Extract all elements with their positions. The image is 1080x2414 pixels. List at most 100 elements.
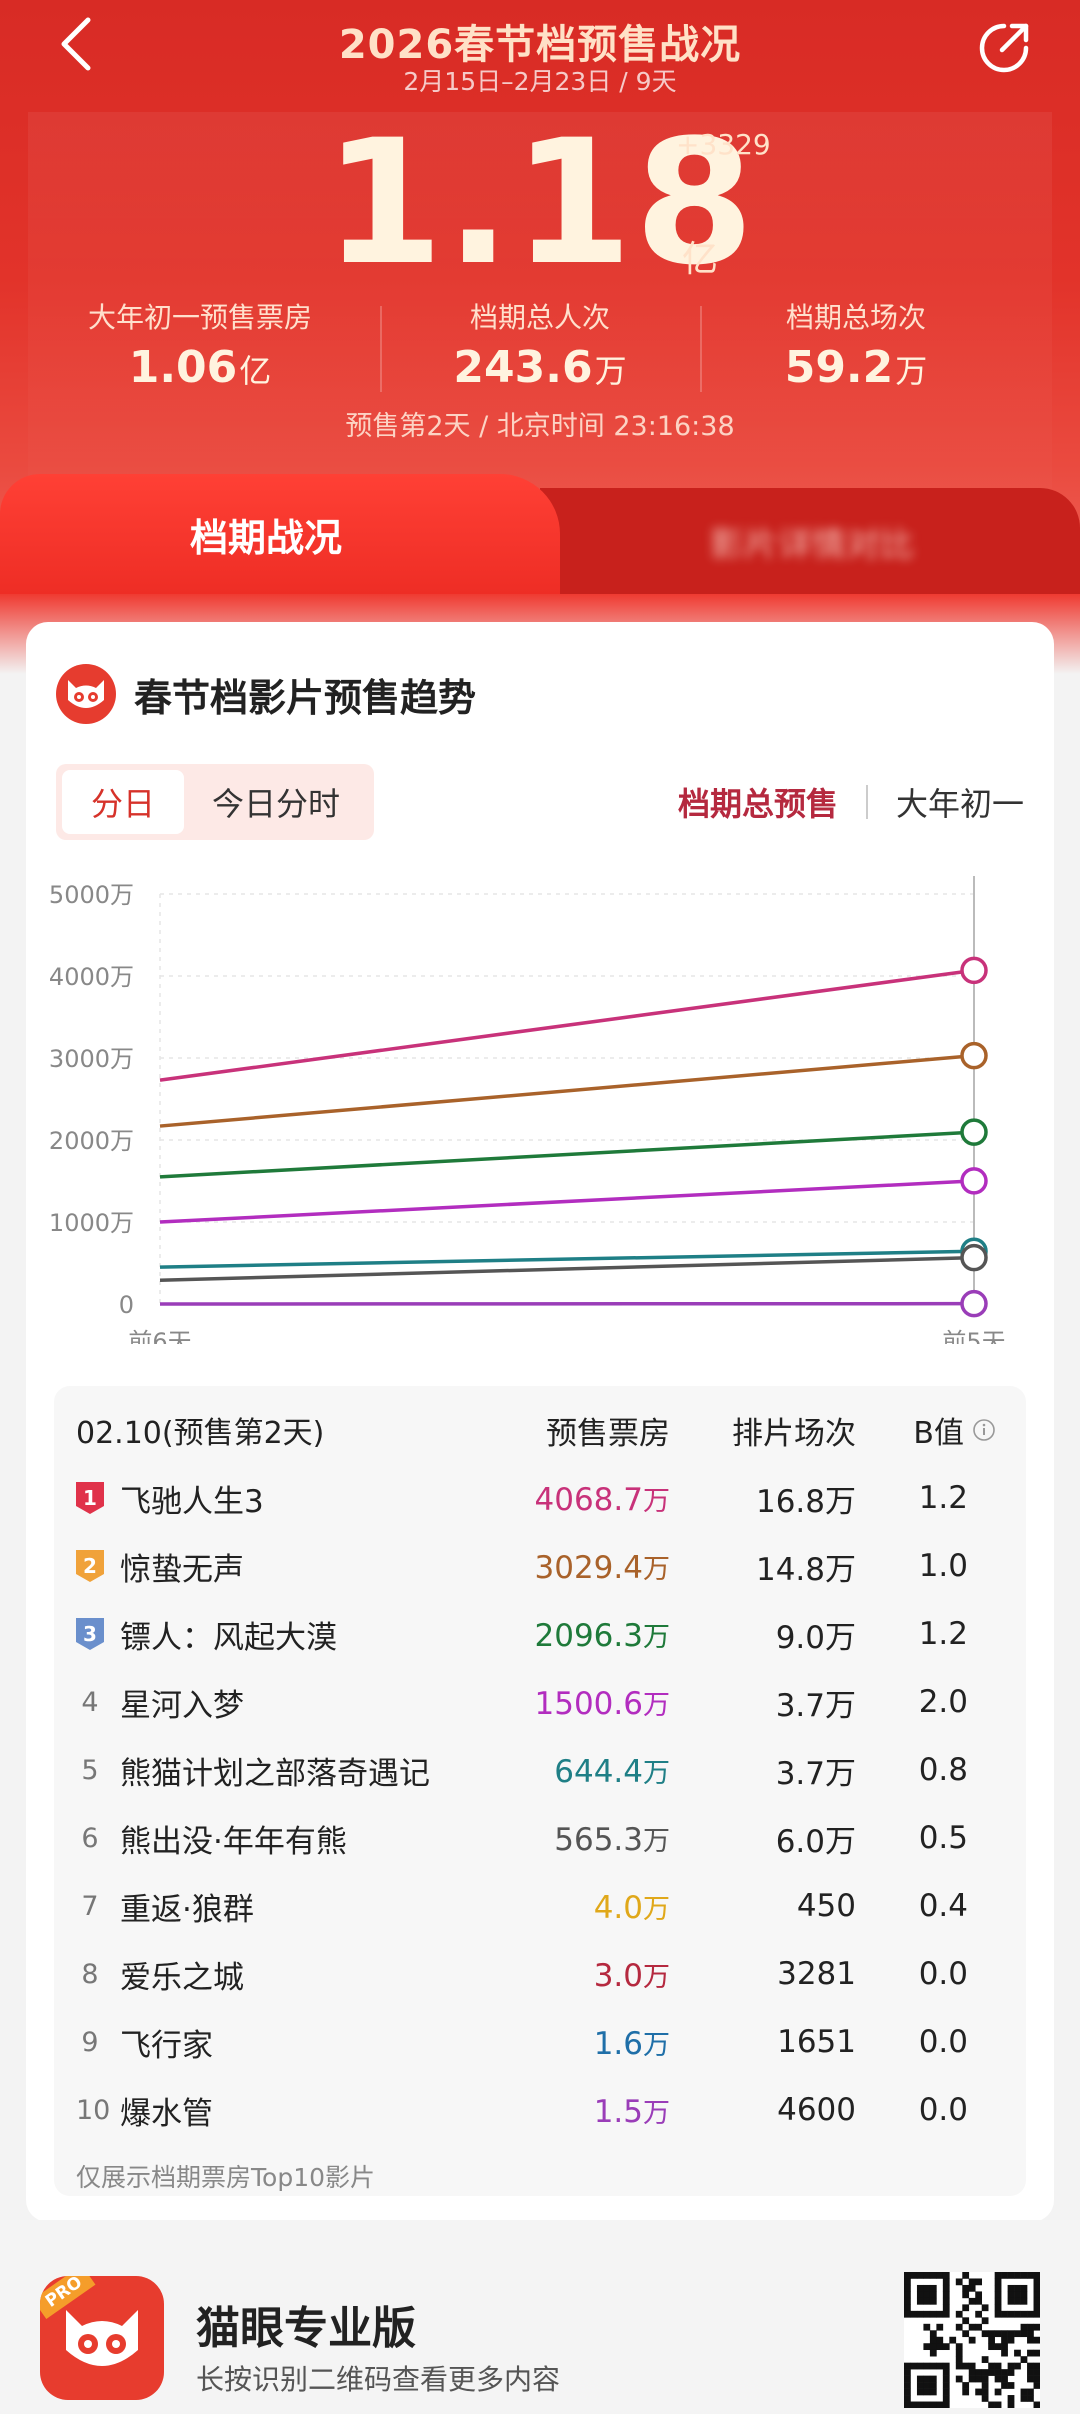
header-b-value[interactable]: B值 <box>913 1408 996 1452</box>
divider <box>700 306 702 392</box>
bottom-promo: PRO 猫眼专业版 长按识别二维码查看更多内容 <box>0 2220 1080 2414</box>
table-row[interactable]: 6 熊出没·年年有熊 565.3万 6.0万 0.5 <box>54 1804 1026 1872</box>
b-value: 0.0 <box>918 2024 968 2060</box>
info-icon <box>973 1419 995 1441</box>
presale-info: 预售第2天 / 北京时间 23:16:38 <box>345 411 735 442</box>
table-row[interactable]: 10 爆水管 1.5万 4600 0.0 <box>54 2076 1026 2144</box>
stat-value: 243.6万 <box>453 342 627 393</box>
stat-audience: 档期总人次 243.6万 <box>370 296 710 393</box>
film-name: 惊蛰无声 <box>120 1551 244 1588</box>
hero-header: 2026春节档预售战况 2月15日–2月23日 / 9天 1.18 +3329 … <box>0 0 1080 620</box>
film-name: 飞行家 <box>120 2027 213 2064</box>
series-line <box>159 1249 975 1269</box>
rank-badge: 2 <box>76 1550 104 1582</box>
presale-box: 1500.6万 <box>534 1685 670 1722</box>
table-row[interactable]: 2 惊蛰无声 3029.4万 14.8万 1.0 <box>54 1532 1026 1600</box>
b-value: 1.2 <box>918 1480 968 1516</box>
trend-chart: 5000万 4000万 3000万 2000万 1000万 0 前6天 前5天 <box>26 844 1054 1344</box>
film-name: 熊猫计划之部落奇遇记 <box>120 1755 430 1792</box>
film-cell: 10 爆水管 <box>76 2088 213 2133</box>
table-header: 02.10(预售第2天) 预售票房 排片场次 B值 <box>54 1396 1026 1464</box>
tab-bar: 影片详情对比 档期战况 <box>0 474 1080 594</box>
b-value: 0.8 <box>918 1752 968 1788</box>
header-shows: 排片场次 <box>732 1415 856 1452</box>
show-count: 3281 <box>777 1956 856 1992</box>
nav-bar: 2026春节档预售战况 2月15日–2月23日 / 9天 <box>0 0 1080 112</box>
y-tick-label: 3000万 <box>49 1045 134 1073</box>
rank-number: 4 <box>81 1686 99 1718</box>
total-value: 1.18 <box>323 102 757 303</box>
table-row[interactable]: 8 爱乐之城 3.0万 3281 0.0 <box>54 1940 1026 2008</box>
stat-label: 大年初一预售票房 <box>87 301 312 334</box>
ranking-table: 02.10(预售第2天) 预售票房 排片场次 B值 1 飞驰人生3 4068.7万 1… <box>54 1386 1026 2196</box>
app-logo[interactable]: PRO <box>40 2276 164 2400</box>
table-row[interactable]: 7 重返·狼群 4.0万 450 0.4 <box>54 1872 1026 1940</box>
rank-number: 10 <box>76 2094 111 2126</box>
footnote: 仅展示档期票房Top10影片 <box>76 2163 375 2192</box>
rank-number: 7 <box>81 1890 99 1922</box>
cat-logo-icon <box>66 2310 138 2366</box>
presale-box: 4068.7万 <box>534 1481 670 1518</box>
film-name: 星河入梦 <box>120 1687 244 1724</box>
film-name: 重返·狼群 <box>120 1891 254 1928</box>
cat-logo-icon <box>56 664 116 724</box>
show-count: 16.8万 <box>755 1483 856 1520</box>
stat-label: 档期总场次 <box>785 301 926 334</box>
data-point <box>960 1041 988 1070</box>
film-cell: 8 爱乐之城 <box>76 1952 244 1997</box>
data-point <box>960 1289 988 1318</box>
show-count: 3.7万 <box>775 1755 856 1792</box>
rank-number: 9 <box>81 2026 99 2058</box>
show-count: 14.8万 <box>755 1551 856 1588</box>
table-row[interactable]: 9 飞行家 1.6万 1651 0.0 <box>54 2008 1026 2076</box>
mode-switch: 档期总预售 大年初一 <box>678 774 1024 830</box>
film-cell: 3 镖人：风起大漠 <box>76 1612 337 1657</box>
film-cell: 7 重返·狼群 <box>76 1884 254 1929</box>
y-tick-label: 0 <box>119 1291 134 1319</box>
tab-film-compare[interactable]: 影片详情对比 <box>540 488 1080 594</box>
share-button[interactable] <box>970 12 1040 82</box>
y-tick-label: 5000万 <box>49 881 134 909</box>
table-row[interactable]: 1 飞驰人生3 4068.7万 16.8万 1.2 <box>54 1464 1026 1532</box>
share-icon <box>979 23 1029 73</box>
tab-label: 档期战况 <box>190 515 343 560</box>
series-line <box>159 1130 975 1179</box>
y-tick-label: 1000万 <box>49 1209 134 1237</box>
qr-code[interactable] <box>904 2272 1041 2409</box>
header-box: 预售票房 <box>546 1415 670 1452</box>
film-cell: 9 飞行家 <box>76 2020 213 2065</box>
presale-box: 3029.4万 <box>534 1549 670 1586</box>
series-line <box>159 968 975 1082</box>
table-row[interactable]: 3 镖人：风起大漠 2096.3万 9.0万 1.2 <box>54 1600 1026 1668</box>
show-count: 3.7万 <box>775 1687 856 1724</box>
segment-daily[interactable]: 分日 <box>62 770 184 834</box>
rank-badge: 1 <box>76 1482 104 1514</box>
film-name: 爆水管 <box>120 2095 213 2132</box>
rank-badge: 3 <box>76 1618 104 1650</box>
page-title: 2026春节档预售战况 <box>338 22 742 68</box>
presale-box: 1.6万 <box>593 2025 670 2062</box>
app-desc: 长按识别二维码查看更多内容 <box>196 2363 561 2396</box>
show-count: 9.0万 <box>775 1619 856 1656</box>
table-row[interactable]: 5 熊猫计划之部落奇遇记 644.4万 3.7万 0.8 <box>54 1736 1026 1804</box>
film-name: 镖人：风起大漠 <box>120 1619 337 1656</box>
divider <box>380 306 382 392</box>
film-name: 飞驰人生3 <box>120 1483 264 1520</box>
tab-label: 影片详情对比 <box>710 524 914 565</box>
film-cell: 6 熊出没·年年有熊 <box>76 1816 346 1861</box>
app-name: 猫眼专业版 <box>196 2303 416 2354</box>
chevron-left-icon <box>61 17 91 71</box>
header-date: 02.10(预售第2天) <box>76 1416 325 1451</box>
stat-label: 档期总人次 <box>469 301 610 334</box>
mode-total-presale[interactable]: 档期总预售 <box>677 785 838 823</box>
presale-box: 2096.3万 <box>534 1617 670 1654</box>
table-row[interactable]: 4 星河入梦 1500.6万 3.7万 2.0 <box>54 1668 1026 1736</box>
back-button[interactable] <box>44 12 108 76</box>
tab-overview[interactable]: 档期战况 <box>0 474 560 594</box>
mode-day1[interactable]: 大年初一 <box>895 785 1024 823</box>
period-segment: 分日 今日分时 <box>56 764 374 840</box>
b-value: 1.2 <box>918 1616 968 1652</box>
segment-hourly[interactable]: 今日分时 <box>211 785 340 823</box>
film-cell: 5 熊猫计划之部落奇遇记 <box>76 1748 430 1793</box>
